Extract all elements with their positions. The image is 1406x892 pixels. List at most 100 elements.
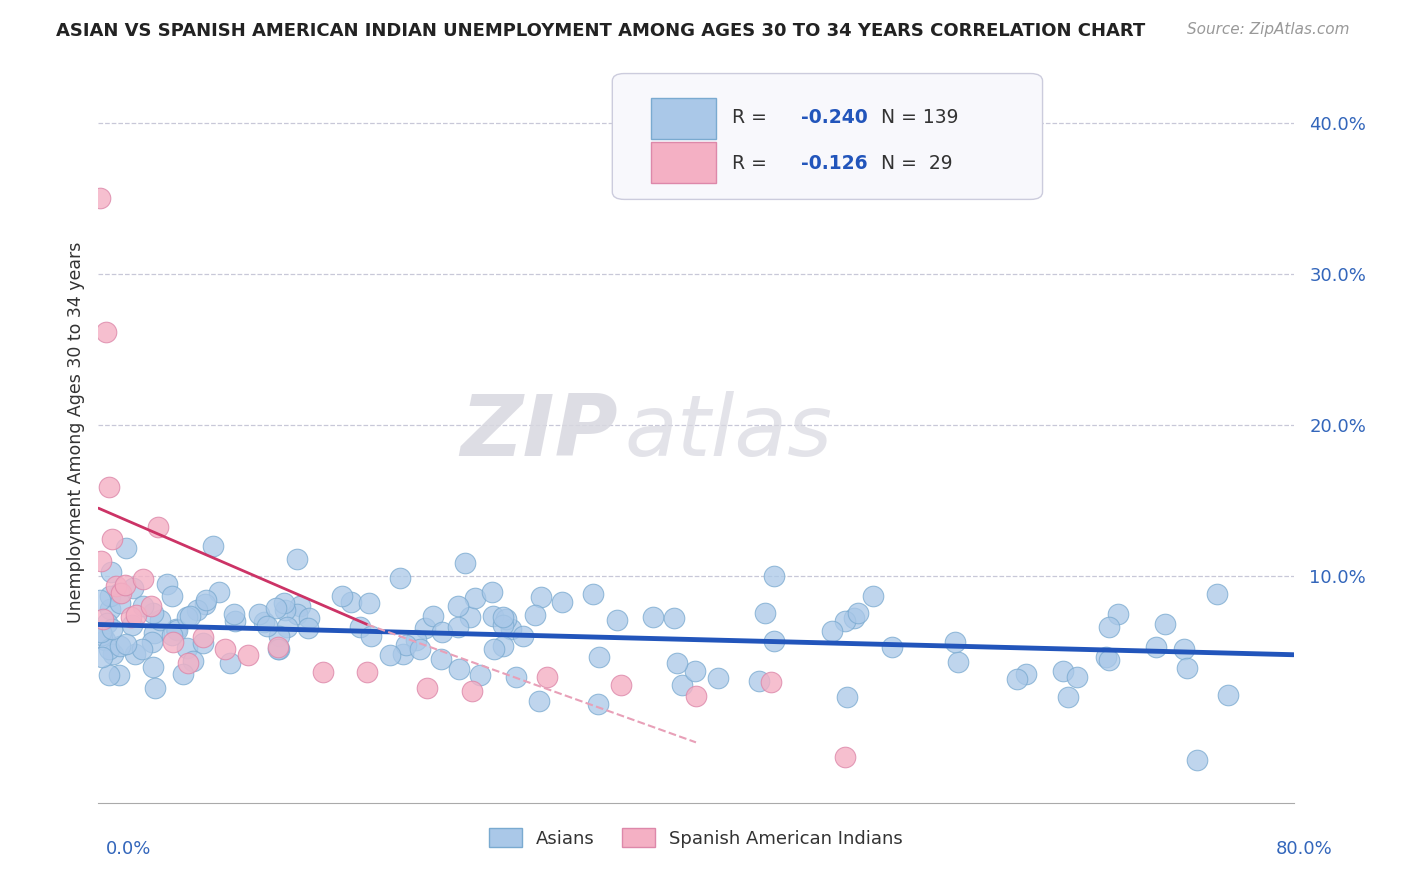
Point [834,614,856,628]
Point [530,590,553,604]
Point [219,657,242,671]
Point [759,675,782,690]
Point [834,749,856,764]
Point [90,553,112,567]
Point [177,656,200,670]
Point [946,656,969,670]
Point [482,642,505,657]
Point [114,541,136,556]
Point [844,611,866,625]
Point [207,584,229,599]
Text: N =  29: N = 29 [882,154,953,173]
Point [156,577,179,591]
Point [357,596,380,610]
Point [285,552,308,566]
Point [97,480,120,494]
Point [89,592,111,607]
Point [1185,753,1208,767]
Point [100,622,122,636]
Point [482,608,505,623]
Point [461,684,484,698]
Text: R =: R = [733,109,773,128]
Point [194,598,217,612]
Point [122,581,145,595]
Point [458,609,481,624]
Point [176,610,198,624]
Text: ZIP: ZIP [461,391,619,475]
Point [523,608,546,623]
Point [267,640,290,655]
Point [1218,688,1240,702]
Point [422,608,444,623]
Point [671,678,693,692]
Point [149,613,172,627]
Point [610,678,633,692]
Point [193,636,215,650]
FancyBboxPatch shape [613,73,1043,200]
Text: -0.126: -0.126 [801,154,868,173]
Point [846,606,869,620]
Point [416,681,439,696]
Point [1205,587,1227,601]
Point [91,628,114,642]
Text: ASIAN VS SPANISH AMERICAN INDIAN UNEMPLOYMENT AMONG AGES 30 TO 34 YEARS CORRELAT: ASIAN VS SPANISH AMERICAN INDIAN UNEMPLO… [56,22,1146,40]
Text: Source: ZipAtlas.com: Source: ZipAtlas.com [1187,22,1350,37]
Point [91,650,114,665]
FancyBboxPatch shape [651,143,716,183]
Point [142,606,165,620]
Point [945,635,967,649]
Point [1144,640,1167,655]
Point [505,670,527,684]
Point [666,656,689,670]
FancyBboxPatch shape [651,98,716,138]
Point [165,622,187,636]
Point [468,668,491,682]
Point [754,606,776,620]
Text: N = 139: N = 139 [882,109,959,128]
Point [256,618,278,632]
Point [449,663,471,677]
Point [110,585,132,599]
Point [586,698,609,712]
Point [181,654,204,668]
Point [763,569,786,583]
Point [550,595,572,609]
Point [101,532,124,546]
Point [264,601,287,615]
Point [821,624,844,639]
Legend: Asians, Spanish American Indians: Asians, Spanish American Indians [481,819,911,856]
Point [139,599,162,614]
Point [132,572,155,586]
Point [98,589,121,603]
Point [224,607,246,622]
Point [162,635,184,649]
Point [1015,667,1038,681]
Point [90,624,112,639]
Y-axis label: Unemployment Among Ages 30 to 34 years: Unemployment Among Ages 30 to 34 years [66,242,84,624]
Point [97,642,120,657]
Point [172,667,194,681]
Point [176,641,198,656]
Point [641,610,664,624]
Point [273,603,295,617]
Point [179,609,201,624]
Point [330,589,353,603]
Text: -0.240: -0.240 [801,109,868,128]
Point [582,586,605,600]
Point [389,571,412,585]
Point [96,615,118,630]
Point [298,611,321,625]
Point [606,614,628,628]
Point [267,641,290,656]
Point [1098,620,1121,634]
Point [356,665,378,680]
Point [91,612,114,626]
Point [862,589,884,603]
Point [512,629,534,643]
Point [121,618,143,632]
Point [685,689,707,703]
Point [706,671,728,685]
Point [89,191,111,205]
Point [491,617,513,632]
Point [339,595,361,609]
